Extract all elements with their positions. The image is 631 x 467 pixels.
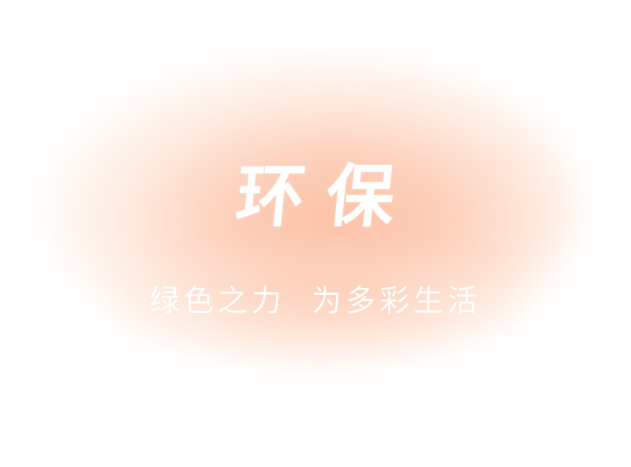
banner-title: 环保: [232, 157, 421, 237]
slogan-part-2: 为多彩生活: [311, 284, 482, 319]
slogan-part-1: 绿色之力: [149, 284, 286, 319]
banner-slogan: 绿色之力 为多彩生活: [0, 287, 631, 317]
peach-glow-lower: [110, 250, 530, 360]
